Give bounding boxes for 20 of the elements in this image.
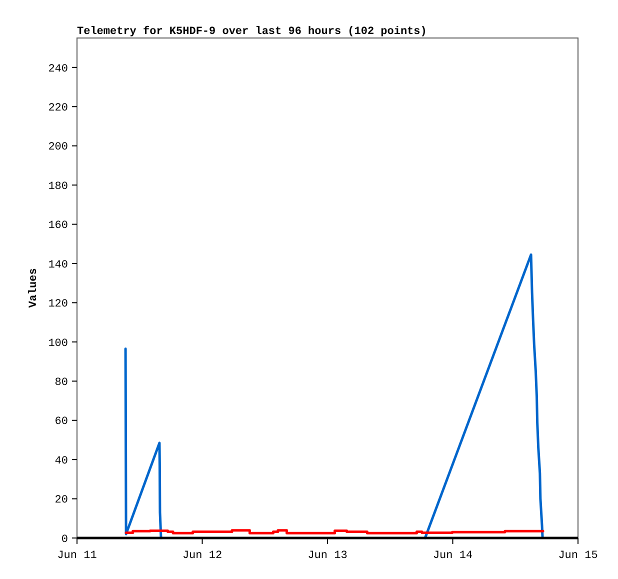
- x-tick-label: Jun 11: [57, 550, 98, 562]
- x-tick-label: Jun 13: [308, 550, 348, 562]
- y-tick-label: 40: [54, 455, 68, 468]
- y-tick-label: 0: [61, 534, 68, 546]
- y-tick-label: 140: [48, 259, 68, 272]
- y-tick-label: 100: [48, 338, 68, 350]
- x-tick-label: Jun 12: [182, 550, 222, 562]
- y-tick-label: 160: [48, 220, 68, 232]
- y-tick-label: 80: [54, 376, 68, 389]
- x-tick-label: Jun 15: [558, 550, 598, 562]
- x-tick-label: Jun 14: [432, 550, 473, 562]
- y-tick-label: 180: [48, 180, 68, 193]
- y-tick-label: 200: [48, 142, 68, 154]
- y-tick-label: 220: [48, 102, 68, 114]
- y-tick-label: 120: [48, 298, 68, 311]
- y-axis-title: Values: [28, 268, 40, 308]
- y-tick-label: 60: [54, 416, 68, 428]
- y-tick-label: 240: [48, 63, 68, 76]
- chart-title: Telemetry for K5HDF-9 over last 96 hours (102 points): [77, 25, 427, 38]
- y-tick-label: 20: [54, 494, 68, 507]
